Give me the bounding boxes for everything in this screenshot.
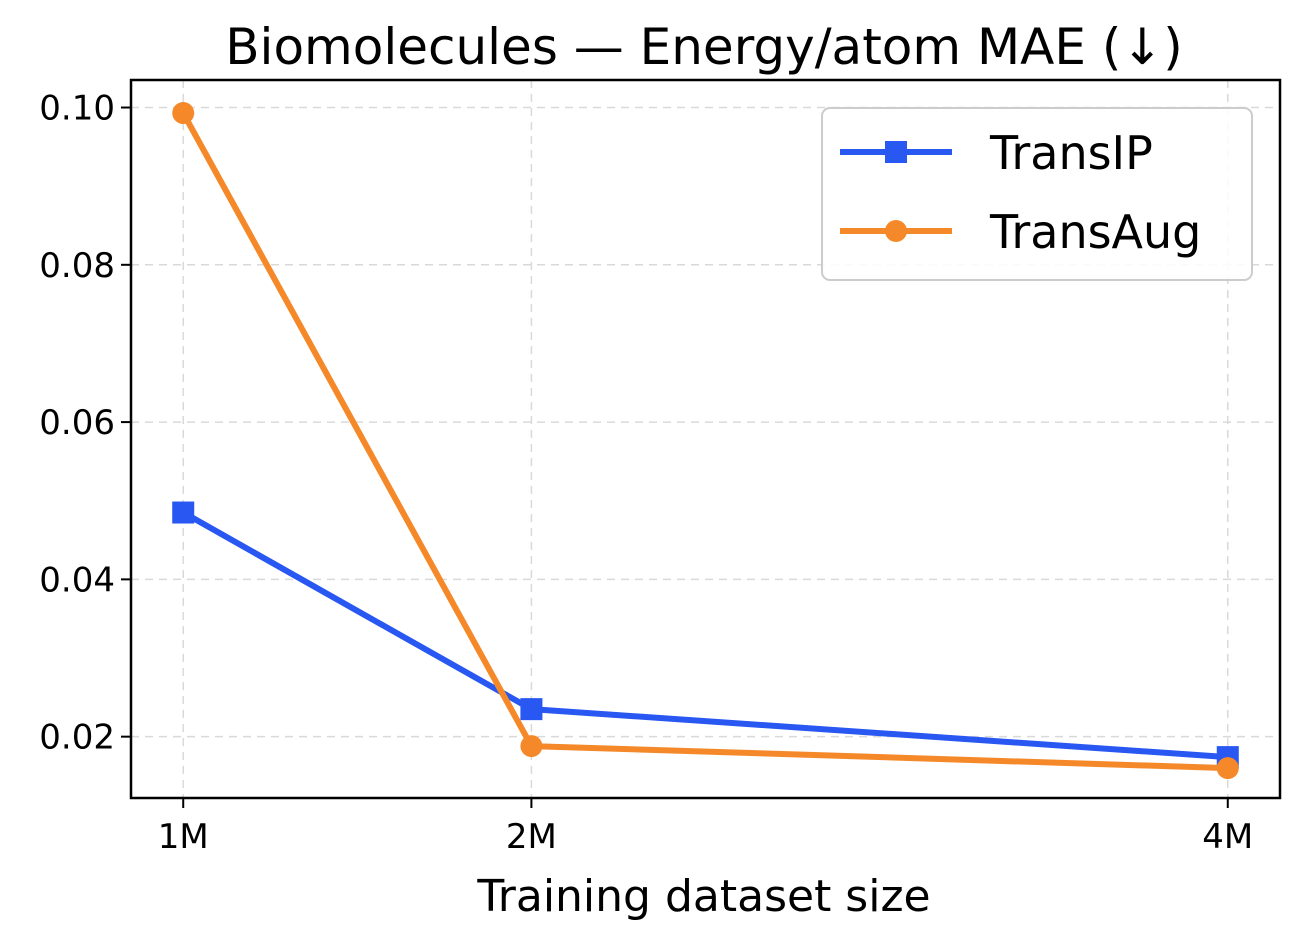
legend: TransIP TransAug bbox=[821, 107, 1253, 281]
data-point-transaug bbox=[520, 735, 543, 758]
y-tick-label: 0.08 bbox=[39, 246, 115, 286]
x-tick-label: 4M bbox=[1202, 817, 1253, 857]
series-line-transip bbox=[181, 509, 1228, 761]
legend-marker-transip bbox=[885, 141, 907, 163]
series-layer bbox=[172, 102, 1239, 780]
legend-label-transaug: TransAug bbox=[989, 205, 1201, 259]
plot-frame bbox=[129, 78, 1282, 800]
x-axis-label: Training dataset size bbox=[476, 871, 930, 922]
y-tick-label: 0.10 bbox=[39, 89, 115, 129]
axis-ticks: 1M 2M 4M 0.02 0.04 0.06 0.08 0.10 bbox=[39, 89, 1253, 857]
chart-title: Biomolecules — Energy/atom MAE (↓) bbox=[225, 18, 1182, 76]
data-point-transaug bbox=[1216, 757, 1239, 780]
data-point-transip bbox=[520, 698, 543, 721]
data-point-transaug bbox=[172, 102, 195, 125]
data-point-transip bbox=[172, 501, 195, 524]
y-tick-label: 0.02 bbox=[39, 718, 115, 758]
x-tick-label: 1M bbox=[158, 817, 209, 857]
x-tick-label: 2M bbox=[506, 817, 557, 857]
y-tick-label: 0.04 bbox=[39, 560, 115, 600]
series-transaug bbox=[172, 102, 1239, 780]
legend-marker-transaug bbox=[885, 220, 907, 242]
legend-label-transip: TransIP bbox=[989, 126, 1153, 180]
y-tick-label: 0.06 bbox=[39, 403, 115, 443]
series-transip bbox=[172, 501, 1239, 769]
